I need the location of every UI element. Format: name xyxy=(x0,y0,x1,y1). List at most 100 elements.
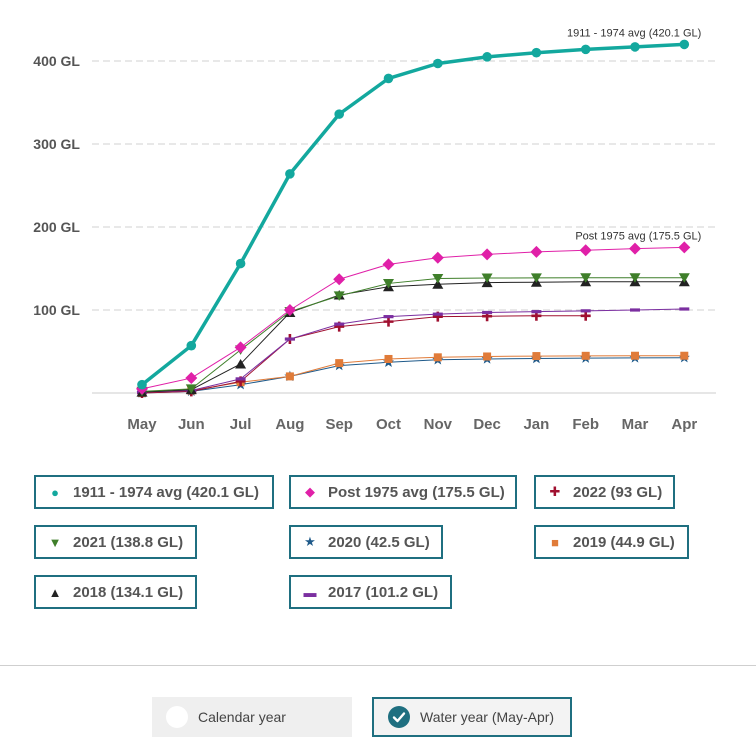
series-annotation: Post 1975 avg (175.5 GL) xyxy=(575,230,701,242)
y-tick-label: 200 GL xyxy=(33,219,80,235)
data-point xyxy=(186,340,197,351)
series-line xyxy=(141,308,685,393)
data-point xyxy=(185,372,198,385)
data-point xyxy=(531,310,542,314)
x-tick-label: Dec xyxy=(473,416,501,433)
water-year-label: Water year (May-Apr) xyxy=(420,709,555,725)
y-tick-label: 300 GL xyxy=(33,136,80,152)
water-year-toggle[interactable]: Water year (May-Apr) xyxy=(372,697,572,737)
data-point xyxy=(580,273,592,283)
data-point xyxy=(185,384,197,394)
legend-item[interactable]: ▲ 2018 (134.1 GL) xyxy=(34,575,197,609)
data-point xyxy=(234,341,247,354)
legend-marker-icon: ▬ xyxy=(303,584,317,600)
legend-label: Post 1975 avg (175.5 GL) xyxy=(328,483,505,501)
data-point xyxy=(382,258,395,271)
y-axis: 100 GL 200 GL 300 GL 400 GL xyxy=(33,53,80,318)
calendar-year-toggle[interactable]: Calendar year xyxy=(152,697,352,737)
data-point xyxy=(333,273,346,286)
legend-marker-icon: ▼ xyxy=(48,534,62,550)
data-point xyxy=(333,291,345,301)
legend-label: 2021 (138.8 GL) xyxy=(73,533,184,551)
data-point xyxy=(530,273,542,283)
series-annotation: 1911 - 1974 avg (420.1 GL) xyxy=(567,27,701,39)
x-tick-label: May xyxy=(127,416,157,433)
series-line xyxy=(141,277,685,392)
data-point xyxy=(335,359,344,368)
x-tick-label: Mar xyxy=(622,416,649,433)
legend-label: 2018 (134.1 GL) xyxy=(73,583,184,601)
data-point xyxy=(235,377,246,381)
legend-marker-icon: ▲ xyxy=(48,584,62,600)
data-point xyxy=(580,310,591,321)
legend-label: 2022 (93 GL) xyxy=(573,483,663,501)
data-point xyxy=(629,273,641,283)
data-point xyxy=(432,279,444,289)
data-point xyxy=(482,52,492,62)
data-point xyxy=(581,351,590,360)
series-line xyxy=(141,246,685,390)
data-point xyxy=(580,44,591,55)
legend-item[interactable]: ★ 2020 (42.5 GL) xyxy=(289,525,443,559)
series-1911-1974-avg xyxy=(137,39,690,390)
inflow-chart: 100 GL 200 GL 300 GL 400 GL May Jun Jul Aug Sep… xyxy=(33,27,716,433)
y-tick-label: 100 GL xyxy=(33,302,80,318)
annotations: 1911 - 1974 avg (420.1 GL) Post 1975 avg … xyxy=(567,27,701,242)
data-point xyxy=(432,273,444,284)
calendar-year-label: Calendar year xyxy=(198,709,286,725)
radio-empty-icon xyxy=(166,706,188,728)
legend-label: 2017 (101.2 GL) xyxy=(328,583,439,601)
x-tick-label: Jun xyxy=(178,416,205,433)
x-tick-label: Nov xyxy=(424,416,453,433)
data-point xyxy=(678,273,690,283)
legend-item[interactable]: ▬ 2017 (101.2 GL) xyxy=(289,575,452,609)
legend-item[interactable]: ▼ 2021 (138.8 GL) xyxy=(34,525,197,559)
legend-marker-icon: ★ xyxy=(304,534,316,549)
data-point xyxy=(235,358,247,369)
data-point xyxy=(383,278,394,289)
divider xyxy=(0,665,756,666)
legend-item[interactable]: ◆ Post 1975 avg (175.5 GL) xyxy=(289,475,517,509)
data-point xyxy=(283,304,296,316)
data-point xyxy=(483,352,492,361)
legend-marker-icon: ■ xyxy=(551,534,559,550)
data-point xyxy=(679,307,690,311)
x-axis: May Jun Jul Aug Sep Oct Nov Dec Jan Feb Mar Apr xyxy=(127,416,697,433)
series-line xyxy=(141,355,685,394)
series-line xyxy=(140,42,685,387)
x-tick-label: Oct xyxy=(376,416,401,433)
data-point xyxy=(630,308,640,312)
data-point xyxy=(284,337,295,341)
data-point xyxy=(383,73,394,84)
legend-label: 1911 - 1974 avg (420.1 GL) xyxy=(73,483,259,501)
series-group xyxy=(136,39,691,398)
series-line xyxy=(141,315,586,394)
data-point xyxy=(235,258,246,269)
data-point xyxy=(629,242,641,255)
series-2018 xyxy=(136,276,690,397)
series-line xyxy=(141,281,685,393)
series-2021 xyxy=(136,273,690,397)
legend-item[interactable]: ■ 2019 (44.9 GL) xyxy=(534,525,689,559)
legend-marker-icon: ◆ xyxy=(305,484,315,499)
series-post-1975-avg xyxy=(136,241,691,395)
x-tick-label: Apr xyxy=(671,416,697,433)
data-point xyxy=(580,309,591,313)
x-tick-label: Jan xyxy=(523,416,549,433)
data-point xyxy=(531,47,542,58)
x-tick-label: Feb xyxy=(572,416,599,433)
data-point xyxy=(630,42,640,52)
series-2017 xyxy=(137,307,690,394)
data-point xyxy=(679,39,690,50)
data-point xyxy=(383,315,394,319)
x-tick-label: Aug xyxy=(275,416,304,433)
legend-item[interactable]: ● 1911 - 1974 avg (420.1 GL) xyxy=(34,475,274,509)
series-line xyxy=(141,357,685,394)
y-tick-label: 400 GL xyxy=(33,53,80,69)
data-point xyxy=(334,109,345,119)
legend-label: 2019 (44.9 GL) xyxy=(573,533,675,551)
data-point xyxy=(137,379,147,390)
data-point xyxy=(334,322,345,326)
data-point xyxy=(532,352,541,361)
legend-item[interactable]: ✚ 2022 (93 GL) xyxy=(534,475,675,509)
